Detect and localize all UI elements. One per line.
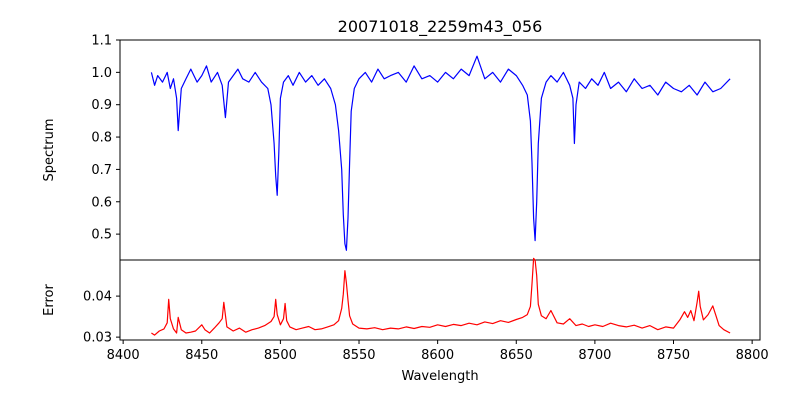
x-tick-label: 8650 [500, 348, 533, 363]
spectrum-panel: 0.5 0.6 0.7 0.8 0.9 1.0 1.1 Spectrum [42, 34, 761, 261]
error-line-0 [151, 257, 731, 336]
spectrum-y-tick-label: 0.5 [91, 228, 112, 243]
spectrum-y-tick-label: 1.0 [91, 66, 112, 81]
spectrum-plot-frame [119, 39, 761, 261]
chart-title: 20071018_2259m43_056 [338, 17, 543, 37]
x-axis-label: Wavelength [401, 369, 478, 384]
x-tick-label: 8400 [107, 348, 140, 363]
x-tick-label: 8800 [736, 348, 769, 363]
spectrum-series [150, 55, 731, 251]
spectrum-y-tick-label: 0.6 [91, 195, 112, 210]
spectrum-y-tick-label: 1.1 [91, 34, 112, 49]
x-tick-label: 8750 [657, 348, 690, 363]
spectrum-y-axis-label: Spectrum [42, 119, 57, 182]
spectrum-y-ticks: 0.5 0.6 0.7 0.8 0.9 1.0 1.1 [91, 34, 120, 243]
x-tick-label: 8600 [421, 348, 454, 363]
error-y-tick-label: 0.03 [83, 331, 112, 346]
x-tick-label: 8500 [264, 348, 297, 363]
error-panel: 0.03 0.04 8400 8450 8500 8550 8600 8650 8700 875… [42, 257, 769, 384]
error-plot-frame [119, 259, 761, 341]
x-tick-label: 8550 [342, 348, 375, 363]
error-series [151, 257, 731, 336]
spectrum-y-tick-label: 0.9 [91, 98, 112, 113]
error-y-tick-label: 0.04 [83, 290, 112, 305]
spectrum-line-0 [150, 55, 731, 251]
wavelength-x-ticks: 8400 8450 8500 8550 8600 8650 8700 8750 8800 [107, 340, 769, 363]
x-tick-label: 8450 [185, 348, 218, 363]
error-y-axis-label: Error [42, 284, 57, 316]
spectrum-y-tick-label: 0.7 [91, 163, 112, 178]
error-y-ticks: 0.03 0.04 [83, 290, 120, 346]
x-tick-label: 8700 [578, 348, 611, 363]
spectrum-y-tick-label: 0.8 [91, 131, 112, 146]
